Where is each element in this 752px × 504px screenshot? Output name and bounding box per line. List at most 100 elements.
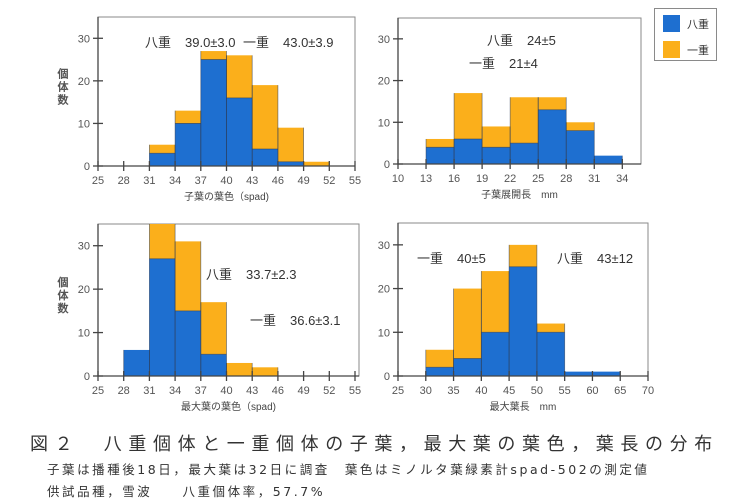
x-tick-label: 46 xyxy=(272,175,284,187)
y-tick-label: 30 xyxy=(378,34,390,46)
bar-double-25-28 xyxy=(538,109,567,164)
y-tick-label: 20 xyxy=(78,284,90,296)
y-axis-label-char: 数 xyxy=(58,301,70,315)
annotation-mean-sd: 39.0±3.0 xyxy=(185,35,236,50)
x-tick-label: 25 xyxy=(92,175,104,187)
x-tick-label: 31 xyxy=(588,173,600,185)
figure-caption-note-2: 供試品種，雪波 八重個体率，57.7% xyxy=(47,484,326,499)
x-tick-label: 60 xyxy=(586,385,598,397)
bar-single-40-45 xyxy=(481,271,510,333)
x-tick-label: 40 xyxy=(475,385,487,397)
y-tick-label: 10 xyxy=(378,117,390,129)
x-tick-label: 30 xyxy=(420,385,432,397)
x-tick-label: 65 xyxy=(614,385,626,397)
x-tick-label: 40 xyxy=(220,175,232,187)
x-tick-label: 52 xyxy=(323,385,335,397)
bar-double-34-37 xyxy=(175,310,201,376)
legend-swatch-single xyxy=(663,41,680,58)
x-tick-label: 50 xyxy=(531,385,543,397)
x-tick-label: 13 xyxy=(420,173,432,185)
y-tick-label: 0 xyxy=(384,159,390,171)
bar-single-43-46 xyxy=(252,367,278,376)
bar-single-31-34 xyxy=(149,224,176,259)
x-tick-label: 46 xyxy=(272,385,284,397)
bar-double-35-40 xyxy=(453,358,482,376)
bar-single-40-43 xyxy=(226,362,253,376)
bar-double-22-25 xyxy=(510,143,539,164)
y-axis-label-char: 数 xyxy=(58,93,70,107)
bar-double-40-43 xyxy=(226,97,253,166)
x-tick-label: 10 xyxy=(392,173,404,185)
x-tick-label: 28 xyxy=(118,175,130,187)
y-axis-label-char: 個 xyxy=(57,275,69,289)
x-tick-label: 31 xyxy=(143,385,155,397)
annotation-group-name: 八重 xyxy=(145,35,171,50)
bar-double-40-45 xyxy=(481,332,510,376)
y-tick-label: 30 xyxy=(78,33,90,45)
annotation-group-name: 一重 xyxy=(469,56,495,71)
annotation-group-name: 一重 xyxy=(243,35,269,50)
annotation-group-name: 八重 xyxy=(487,33,513,48)
x-tick-label: 37 xyxy=(195,175,207,187)
y-tick-label: 0 xyxy=(384,371,390,383)
x-tick-label: 43 xyxy=(246,175,258,187)
annotation-mean-sd: 43±12 xyxy=(597,251,633,266)
legend-label-single: 一重 xyxy=(687,43,709,57)
annotation-mean-sd: 36.6±3.1 xyxy=(290,313,341,328)
bar-single-13-16 xyxy=(426,138,455,148)
bar-single-19-22 xyxy=(482,126,511,148)
x-tick-label: 25 xyxy=(532,173,544,185)
x-axis-label: 子葉展開長 mm xyxy=(481,188,558,201)
x-tick-label: 19 xyxy=(476,173,488,185)
bar-single-37-40 xyxy=(200,302,227,355)
bar-double-28-31 xyxy=(123,349,150,376)
y-tick-label: 20 xyxy=(378,284,390,296)
bar-single-35-40 xyxy=(453,288,482,359)
x-axis-label: 子葉の葉色（spad) xyxy=(184,190,269,203)
bar-single-28-31 xyxy=(566,122,595,131)
bar-double-34-37 xyxy=(175,123,201,166)
bar-single-34-37 xyxy=(175,110,201,124)
bar-double-28-31 xyxy=(566,130,595,164)
bar-double-37-40 xyxy=(200,59,227,167)
x-tick-label: 45 xyxy=(503,385,515,397)
bar-single-40-43 xyxy=(226,55,253,98)
x-tick-label: 28 xyxy=(118,385,130,397)
annotation-mean-sd: 24±5 xyxy=(527,33,556,48)
bar-single-34-37 xyxy=(175,241,201,311)
chart-3: 0 10 20 30 25 28 31 34 37 40 43 46 49 52 55 最大葉の葉色（spad… xyxy=(57,223,361,413)
bar-double-31-34 xyxy=(149,153,176,166)
bar-single-43-46 xyxy=(252,85,278,149)
bar-single-50-55 xyxy=(536,323,565,333)
bar-single-37-40 xyxy=(200,51,227,60)
y-tick-label: 0 xyxy=(84,161,90,173)
y-tick-label: 0 xyxy=(84,371,90,383)
bar-double-60-65 xyxy=(592,371,621,376)
bar-single-30-35 xyxy=(425,349,454,368)
bar-double-31-34 xyxy=(594,155,623,164)
bar-double-31-34 xyxy=(149,258,176,376)
annotation-mean-sd: 43.0±3.9 xyxy=(283,35,334,50)
figure-caption-title: 図２ 八重個体と一重個体の子葉，最大葉の葉色，葉長の分布 xyxy=(30,434,719,455)
annotation-mean-sd: 21±4 xyxy=(509,56,538,71)
bar-single-45-50 xyxy=(509,244,537,267)
y-tick-label: 10 xyxy=(78,118,90,130)
x-tick-label: 34 xyxy=(616,173,628,185)
x-tick-label: 31 xyxy=(143,175,155,187)
bar-double-43-46 xyxy=(252,148,278,166)
bar-double-30-35 xyxy=(425,367,454,376)
x-tick-label: 35 xyxy=(447,385,459,397)
x-tick-label: 55 xyxy=(349,175,361,187)
bar-double-37-40 xyxy=(200,354,227,376)
bar-single-46-49 xyxy=(277,127,304,162)
figure-caption-note-1: 子葉は播種後18日，最大葉は32日に調査 葉色はミノルタ葉緑素計spad-502… xyxy=(47,462,650,477)
x-axis-label: 最大葉の葉色（spad) xyxy=(181,400,276,413)
y-axis-label-char: 体 xyxy=(58,288,70,302)
x-tick-label: 22 xyxy=(504,173,516,185)
x-tick-label: 40 xyxy=(220,385,232,397)
bar-single-22-25 xyxy=(510,97,539,144)
bar-double-19-22 xyxy=(482,147,511,164)
bar-double-55-60 xyxy=(564,371,593,376)
